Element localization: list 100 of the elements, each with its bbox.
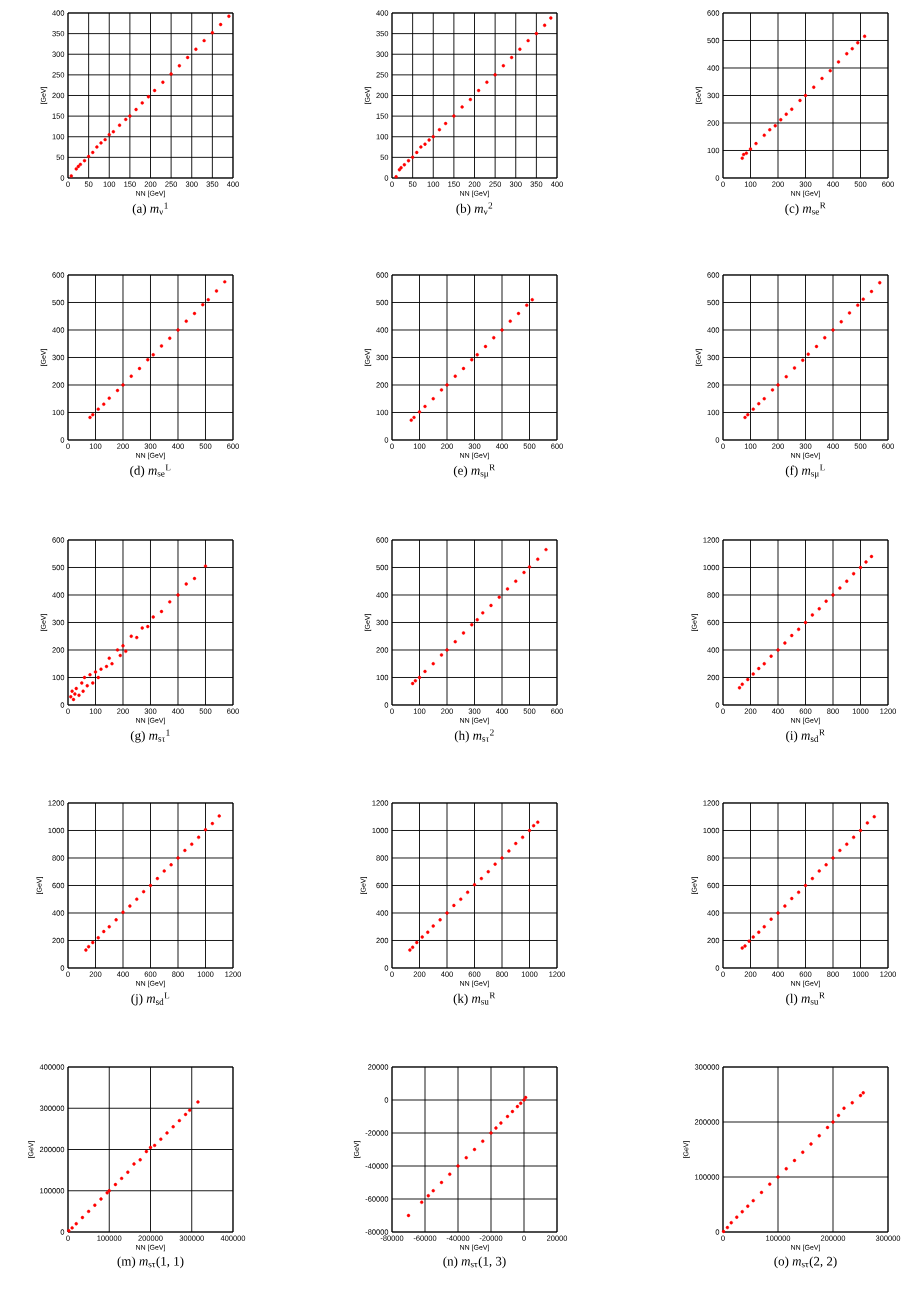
point xyxy=(790,633,794,638)
point xyxy=(96,407,100,411)
point xyxy=(227,14,231,18)
point xyxy=(851,835,856,840)
point xyxy=(542,23,547,28)
point xyxy=(850,47,854,51)
point xyxy=(439,653,444,657)
point xyxy=(159,609,164,614)
point xyxy=(483,344,488,349)
point xyxy=(129,634,133,638)
point xyxy=(505,587,510,591)
point xyxy=(515,1104,520,1109)
point xyxy=(803,93,808,98)
point xyxy=(527,565,532,569)
point xyxy=(126,1170,130,1174)
point xyxy=(196,835,201,840)
text: (k) m$_{su}$R xyxy=(453,992,496,1006)
point xyxy=(86,154,91,159)
point xyxy=(151,615,155,619)
point xyxy=(806,352,810,356)
point xyxy=(479,876,484,881)
point xyxy=(452,903,456,908)
point xyxy=(408,948,412,952)
point xyxy=(80,681,84,685)
point xyxy=(86,944,91,949)
point xyxy=(80,1215,85,1220)
point xyxy=(741,152,746,157)
point xyxy=(796,627,801,632)
point xyxy=(74,167,78,171)
point xyxy=(743,944,747,948)
point xyxy=(121,383,125,387)
point xyxy=(99,667,103,671)
point xyxy=(809,1142,813,1146)
point xyxy=(415,940,419,945)
point xyxy=(217,814,221,818)
point xyxy=(177,64,182,68)
point xyxy=(124,117,128,122)
point xyxy=(737,686,742,690)
point xyxy=(790,896,794,901)
text: (h) m$_{sτ}$2 xyxy=(454,729,494,743)
point xyxy=(159,1137,163,1141)
point xyxy=(485,80,489,84)
point xyxy=(836,60,841,64)
point xyxy=(510,1109,515,1114)
point xyxy=(445,911,449,915)
point xyxy=(817,607,821,611)
point xyxy=(223,280,227,284)
point xyxy=(426,1194,430,1198)
point xyxy=(93,1203,97,1207)
point xyxy=(176,856,180,860)
point xyxy=(91,413,95,417)
point xyxy=(406,1213,411,1218)
point xyxy=(514,579,518,583)
point xyxy=(735,1215,739,1219)
point xyxy=(107,132,111,137)
text: (m) m$_{sτ}$(1, 1) xyxy=(117,1256,184,1269)
point xyxy=(779,118,783,122)
point xyxy=(461,631,466,635)
point xyxy=(817,869,821,873)
point xyxy=(151,353,155,357)
point xyxy=(751,1198,755,1203)
point xyxy=(862,34,867,39)
point xyxy=(176,593,180,597)
point xyxy=(81,689,85,693)
point xyxy=(132,1162,136,1166)
point xyxy=(845,52,849,56)
point xyxy=(492,336,496,340)
point xyxy=(409,418,413,422)
point xyxy=(858,828,863,833)
point xyxy=(514,841,518,846)
point xyxy=(489,603,493,608)
text: (i) m$_{sd}$R xyxy=(786,729,825,743)
point xyxy=(162,869,166,873)
point xyxy=(746,1204,750,1208)
point xyxy=(865,821,870,825)
point xyxy=(831,1120,835,1124)
point xyxy=(748,147,753,151)
point xyxy=(431,924,435,928)
point xyxy=(525,303,529,307)
point xyxy=(499,1121,503,1125)
point xyxy=(161,80,165,84)
point xyxy=(99,141,103,145)
text: (b) m$_{ν}$2 xyxy=(456,202,493,216)
point xyxy=(438,918,442,922)
point xyxy=(762,397,766,401)
point xyxy=(420,1200,424,1204)
point xyxy=(801,1150,805,1154)
point xyxy=(747,939,751,943)
point xyxy=(468,97,473,102)
point xyxy=(839,320,843,324)
point xyxy=(135,897,139,901)
point xyxy=(184,319,188,323)
point xyxy=(67,1229,71,1233)
point xyxy=(784,112,788,116)
point xyxy=(740,682,744,687)
point xyxy=(470,623,474,627)
point xyxy=(812,85,816,89)
point xyxy=(803,883,808,888)
point xyxy=(141,889,146,894)
point xyxy=(102,402,106,406)
